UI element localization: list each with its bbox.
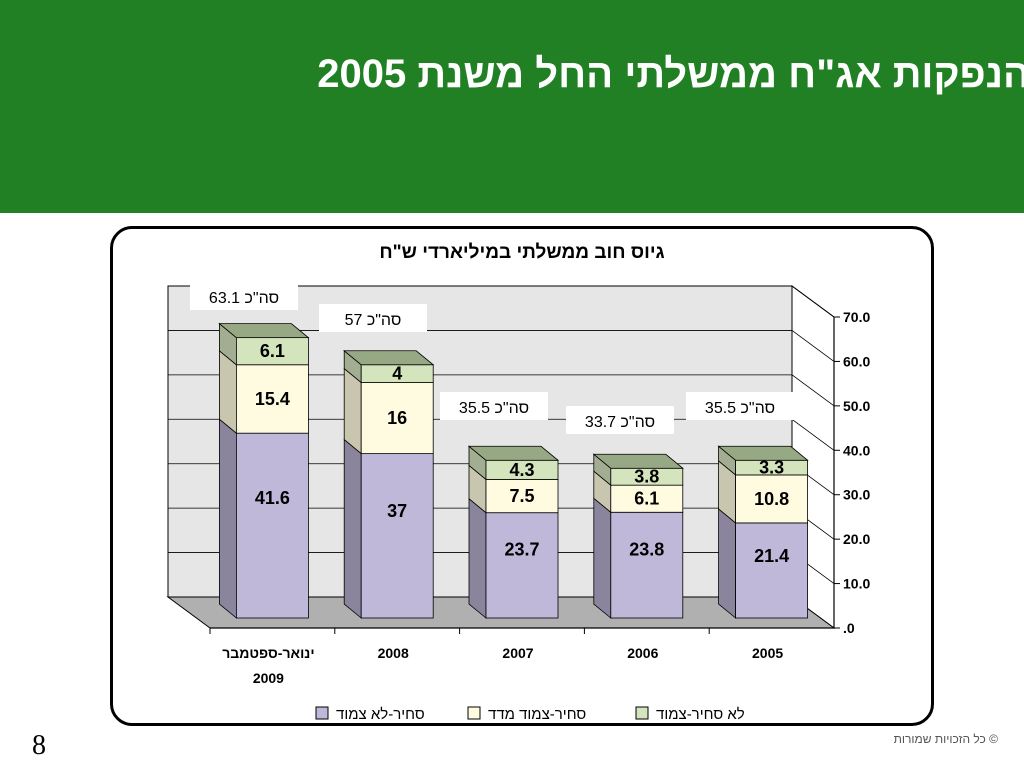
total-label: סה"כ 57 (345, 312, 402, 329)
bar-value-label: 3.3 (759, 458, 784, 478)
legend-label: סחיר-צמוד מדד (488, 706, 586, 723)
x-tick-label: 2005 (752, 645, 783, 661)
bar-value-label: 23.7 (504, 540, 539, 560)
y-tick-label: 70.0 (843, 309, 870, 325)
bar-segment (360, 382, 434, 455)
bar-value-label: 15.4 (255, 389, 290, 409)
bar-value-label: 3.8 (634, 467, 659, 487)
bar-top-face (467, 445, 560, 461)
bar-side-0 (218, 418, 237, 619)
total-label: סה"כ 35.5 (705, 400, 775, 417)
bar-side-0 (468, 497, 487, 619)
legend-label: סחיר-לא צמוד (336, 706, 425, 723)
legend-swatch (315, 706, 329, 720)
bar-segment (485, 512, 559, 619)
bar-segment (610, 484, 684, 513)
bar-segment (235, 364, 309, 434)
y-tick-label: 10.0 (843, 576, 870, 592)
y-tick-label: 30.0 (843, 487, 870, 503)
chart-y-axis: .0 10.0 20.0 30.0 40.0 50.0 60.0 70.0 (210, 309, 870, 636)
bar-top-face (218, 323, 310, 339)
total-label-box (686, 392, 794, 420)
bar-stack-1 (343, 349, 435, 619)
bar-stack-4 (717, 445, 809, 619)
chart-x-axis-labels: ינואר-ספטמבר 2009 2008 2007 2006 2005 (209, 628, 783, 686)
bar-value-label: 10.8 (754, 489, 789, 509)
bar-segment (735, 522, 808, 619)
total-label: סה"כ 33.7 (585, 414, 655, 431)
chart-gridline-side (791, 418, 835, 451)
x-tick-label: 2007 (502, 645, 533, 661)
bar-value-label: 21.4 (754, 546, 789, 566)
title-banner (0, 0, 1024, 213)
chart-legend: סחיר-לא צמוד סחיר-צמוד מדד לא סחיר-צמוד (315, 706, 745, 723)
bar-stack-3 (592, 453, 684, 619)
bar-side-1 (343, 367, 362, 455)
bar-top-face (717, 445, 809, 461)
bar-segment (610, 511, 684, 619)
bar-value-label: 4 (392, 364, 402, 384)
bar-side-0 (593, 497, 612, 619)
chart-gridline-side (791, 374, 835, 407)
total-label: סה"כ 63.1 (209, 290, 279, 307)
total-label-box (319, 304, 427, 332)
y-tick-label: 20.0 (843, 531, 870, 547)
y-tick-label: 40.0 (843, 442, 870, 458)
bar-value-label: 23.8 (629, 539, 664, 559)
bar-segment (235, 337, 309, 366)
total-label-box (440, 392, 548, 420)
bar-side-0 (718, 508, 736, 619)
x-tick-label: 2006 (627, 645, 658, 661)
slide-number: 8 (32, 730, 46, 761)
total-label-box (566, 406, 674, 434)
bar-value-label: 41.6 (255, 488, 290, 508)
x-tick-label: ינואר-ספטמבר (222, 645, 314, 661)
slide-title: הנפקות אג"ח ממשלתי החל משנת 2005 (317, 52, 1024, 96)
chart-total-labels: סה"כ 63.1 סה"כ 57 סה"כ 35.5 סה"כ 33.7 סה"כ 3… (190, 282, 794, 434)
chart-bars (218, 322, 809, 619)
bar-segment (235, 432, 309, 619)
bar-value-label: 4.3 (509, 460, 534, 480)
bar-value-label: 6.1 (260, 341, 285, 361)
x-tick-label: 2008 (378, 645, 409, 661)
bar-top-face (592, 453, 684, 469)
legend-label: לא סחיר-צמוד (656, 706, 745, 723)
chart-title: גיוס חוב ממשלתי במיליארדי ש"ח (379, 242, 664, 263)
bar-stack-0 (218, 322, 310, 619)
bar-segment (735, 474, 808, 524)
bar-value-label: 6.1 (634, 489, 659, 509)
chart-gridline-side (791, 285, 835, 318)
bar-value-label: 7.5 (509, 486, 534, 506)
legend-swatch (467, 706, 481, 720)
total-label-box (190, 282, 298, 310)
y-tick-label: 60.0 (843, 353, 870, 369)
x-tick-label: 2009 (253, 670, 284, 686)
copyright-notice: © כל הזכויות שמורות (893, 732, 998, 746)
bar-top-face (343, 350, 435, 366)
bar-value-label: 37 (387, 501, 407, 521)
y-tick-label: .0 (843, 620, 855, 636)
chart-data-labels: 41.615.46.13716423.77.54.323.86.13.821.4… (255, 341, 789, 566)
y-tick-label: 50.0 (843, 398, 870, 414)
bar-value-label: 16 (387, 408, 407, 428)
total-label: סה"כ 35.5 (459, 400, 529, 417)
bar-side-0 (343, 438, 362, 619)
bar-stack-2 (467, 445, 560, 619)
legend-swatch (635, 706, 649, 720)
chart-gridline-side (791, 330, 835, 362)
bar-segment (360, 453, 434, 619)
